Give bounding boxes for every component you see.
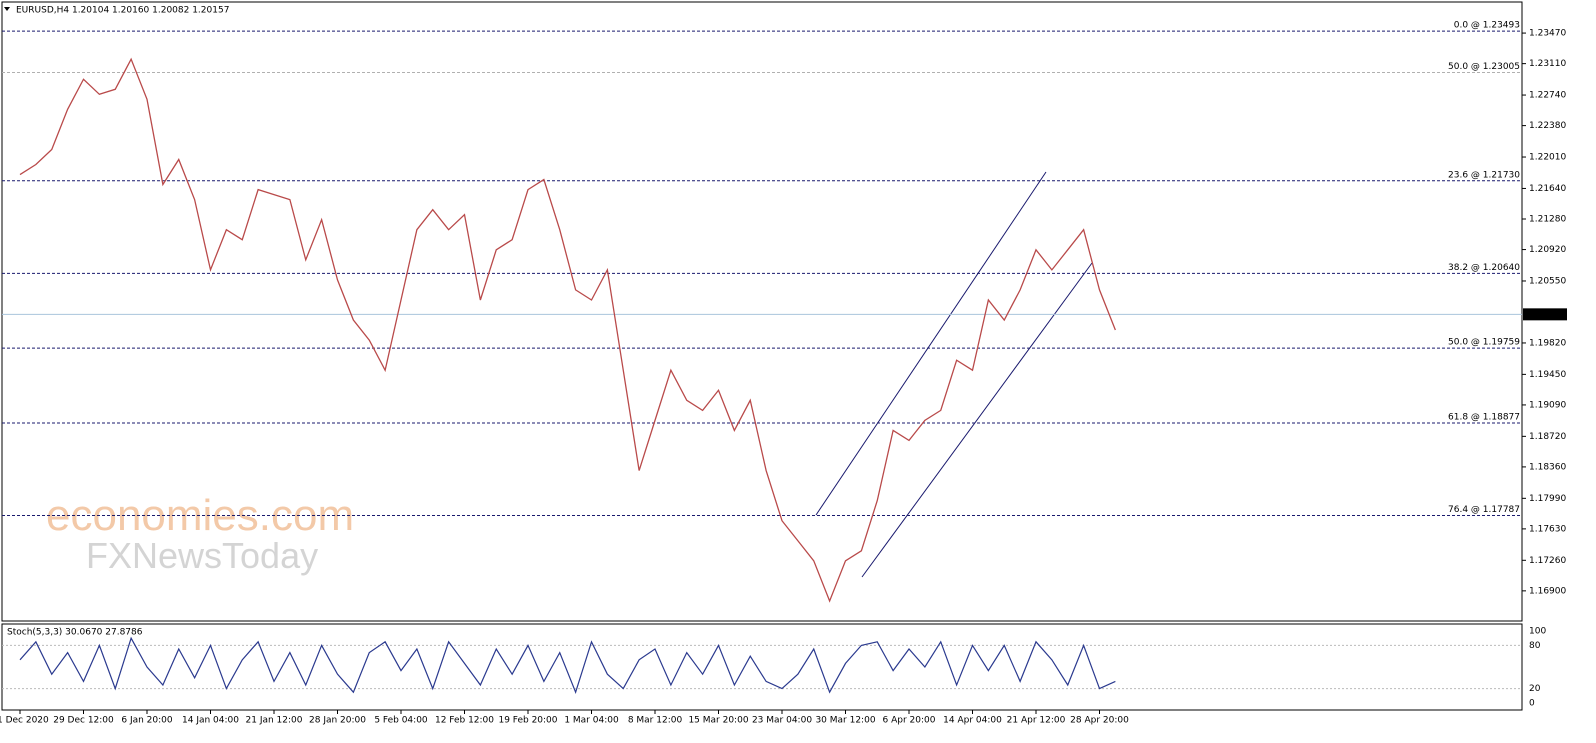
x-tick-label: 28 Apr 20:00: [1070, 716, 1129, 726]
channel-line: [815, 171, 1047, 516]
fib-label: 76.4 @ 1.17787: [1448, 505, 1520, 515]
price-line: [19, 57, 1116, 603]
x-tick-label: 21 Dec 2020: [0, 716, 49, 726]
menu-arrow: [4, 7, 10, 11]
x-tick-label: 12 Feb 12:00: [435, 716, 494, 726]
stoch-tick-label: 20: [1529, 684, 1541, 694]
x-tick-label: 8 Mar 12:00: [628, 716, 683, 726]
watermark: FXNewsToday: [86, 535, 318, 576]
y-tick-label: 1.20550: [1529, 276, 1566, 286]
x-tick-label: 6 Jan 20:00: [121, 716, 173, 726]
current-price-box: [1523, 308, 1567, 321]
current-price-label: 1.20157: [1527, 310, 1564, 320]
fib-label: 50.0 @ 1.19759: [1448, 338, 1520, 348]
y-tick-label: 1.17630: [1529, 524, 1566, 534]
main-panel: [1, 1, 1523, 622]
symbol-info: EURUSD,H4 1.20104 1.20160 1.20082 1.2015…: [16, 6, 229, 16]
fib-label: 23.6 @ 1.21730: [1448, 170, 1520, 180]
x-tick-label: 19 Feb 20:00: [498, 716, 557, 726]
y-tick-label: 1.18360: [1529, 462, 1566, 472]
y-tick-label: 1.22380: [1529, 121, 1566, 131]
y-tick-label: 1.19090: [1529, 400, 1566, 410]
channel-line: [861, 262, 1093, 578]
stoch-tick-label: 80: [1529, 641, 1541, 651]
fib-label: 0.0 @ 1.23493: [1454, 21, 1520, 31]
y-tick-label: 1.19820: [1529, 338, 1566, 348]
x-tick-label: 21 Jan 12:00: [246, 716, 303, 726]
y-tick-label: 1.22740: [1529, 91, 1566, 101]
x-tick-label: 5 Feb 04:00: [374, 716, 428, 726]
y-tick-label: 1.23470: [1529, 29, 1566, 39]
fib-label: 38.2 @ 1.20640: [1448, 263, 1520, 273]
y-tick-label: 1.21640: [1529, 184, 1566, 194]
x-tick-label: 1 Mar 04:00: [564, 716, 619, 726]
y-tick-label: 1.23110: [1529, 59, 1566, 69]
y-tick-label: 1.17990: [1529, 494, 1566, 504]
y-tick-label: 1.20920: [1529, 245, 1566, 255]
y-tick-label: 1.17260: [1529, 556, 1566, 566]
x-tick-label: 15 Mar 20:00: [688, 716, 748, 726]
y-tick-label: 1.19450: [1529, 370, 1566, 380]
stoch-label: Stoch(5,3,3) 30.0670 27.8786: [7, 628, 143, 638]
x-tick-label: 29 Dec 12:00: [53, 716, 114, 726]
stoch-panel: [1, 623, 1523, 711]
fib-label: 61.8 @ 1.18877: [1448, 413, 1520, 423]
y-tick-label: 1.22010: [1529, 153, 1566, 163]
x-tick-label: 14 Apr 04:00: [943, 716, 1002, 726]
x-tick-label: 6 Apr 20:00: [883, 716, 936, 726]
y-tick-label: 1.18720: [1529, 432, 1566, 442]
stoch-tick-label: 0: [1529, 699, 1535, 709]
x-tick-label: 14 Jan 04:00: [182, 716, 239, 726]
x-tick-label: 21 Apr 12:00: [1007, 716, 1066, 726]
y-tick-label: 1.21280: [1529, 215, 1566, 225]
x-tick-label: 28 Jan 20:00: [309, 716, 366, 726]
y-tick-label: 1.16900: [1529, 586, 1566, 596]
x-tick-label: 30 Mar 12:00: [815, 716, 875, 726]
fib-label: 50.0 @ 1.23005: [1448, 62, 1520, 72]
stoch-line: [19, 636, 1116, 694]
x-tick-label: 23 Mar 04:00: [752, 716, 812, 726]
stoch-tick-label: 100: [1529, 627, 1546, 637]
